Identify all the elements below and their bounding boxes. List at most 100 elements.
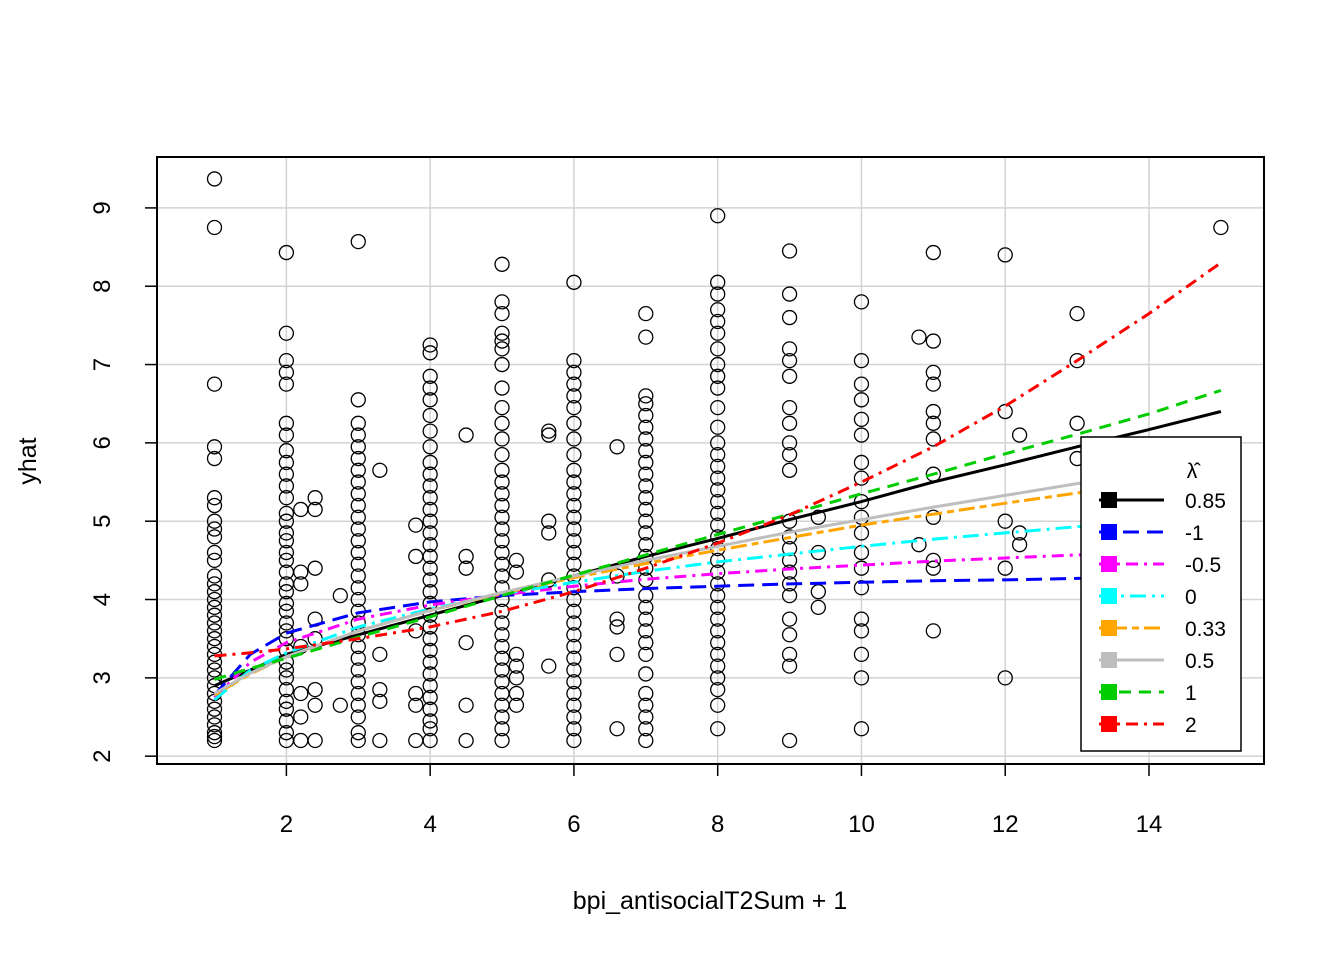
- data-point: [422, 525, 438, 541]
- data-point: [710, 721, 726, 737]
- data-point: [710, 482, 726, 498]
- data-point: [422, 423, 438, 439]
- legend-swatch--0.5: [1101, 556, 1117, 572]
- data-point: [853, 376, 870, 392]
- data-point: [206, 623, 223, 639]
- data-point: [350, 697, 366, 713]
- data-point: [278, 603, 295, 619]
- data-point: [350, 439, 366, 455]
- data-point: [710, 302, 726, 318]
- data-point: [566, 431, 582, 447]
- data-point: [206, 439, 223, 455]
- plot-frame: [156, 156, 1265, 765]
- data-point: [925, 364, 941, 381]
- data-point: [206, 544, 223, 561]
- data-point: [350, 650, 366, 666]
- data-point: [494, 709, 510, 725]
- legend-label: 0.85: [1185, 490, 1226, 513]
- data-point: [350, 450, 366, 467]
- data-point: [458, 634, 474, 651]
- data-point: [638, 454, 654, 471]
- data-point: [494, 662, 510, 678]
- legend-label: 2: [1185, 714, 1197, 737]
- data-point: [710, 313, 726, 330]
- y-tick-label: 2: [89, 749, 116, 762]
- data-point: [293, 501, 309, 518]
- data-point: [278, 544, 295, 561]
- y-tick-label: 9: [89, 201, 116, 214]
- data-point: [206, 576, 223, 592]
- data-point: [853, 646, 870, 662]
- y-tick-label: 7: [89, 358, 116, 371]
- data-point: [422, 572, 438, 588]
- data-point: [332, 697, 348, 713]
- legend-label: 0.33: [1185, 618, 1226, 641]
- data-point: [781, 564, 798, 580]
- data-point: [609, 619, 625, 635]
- data-point: [566, 603, 582, 619]
- data-point: [422, 678, 438, 694]
- data-point: [350, 521, 366, 537]
- data-point: [781, 732, 798, 749]
- data-point: [206, 497, 223, 514]
- data-point: [206, 219, 223, 236]
- data-point: [206, 631, 223, 647]
- data-point: [853, 721, 870, 737]
- series-line-0: [213, 514, 1222, 701]
- data-point: [278, 415, 295, 431]
- legend-label: -1: [1185, 522, 1204, 545]
- data-point: [710, 274, 726, 290]
- data-point: [278, 364, 295, 381]
- data-point: [1069, 352, 1085, 369]
- data-point: [206, 701, 223, 717]
- data-point: [566, 685, 582, 702]
- data-point: [278, 713, 295, 729]
- data-point: [494, 333, 510, 349]
- data-point: [350, 556, 366, 572]
- data-point: [638, 443, 654, 459]
- data-point: [911, 537, 927, 553]
- data-point: [350, 509, 366, 525]
- data-point: [494, 325, 510, 341]
- data-point: [853, 427, 870, 443]
- data-point: [781, 462, 798, 478]
- data-point: [206, 490, 223, 506]
- data-point: [408, 685, 424, 702]
- legend-swatch-2: [1101, 716, 1117, 732]
- data-point: [638, 419, 654, 435]
- data-point: [1069, 415, 1085, 431]
- fitted-lines: [213, 261, 1222, 701]
- data-point: [566, 650, 582, 666]
- y-tick-label: 4: [89, 593, 116, 606]
- data-point: [278, 595, 295, 612]
- data-point: [422, 713, 438, 729]
- data-point: [206, 709, 223, 725]
- data-point: [541, 525, 557, 541]
- data-point: [408, 517, 424, 533]
- data-point: [350, 474, 366, 490]
- data-point: [422, 513, 438, 529]
- data-point: [566, 497, 582, 514]
- data-point: [332, 587, 348, 604]
- data-point: [422, 380, 438, 396]
- data-point: [911, 329, 927, 345]
- data-point: [307, 681, 323, 698]
- data-point: [206, 732, 223, 749]
- axes: 2 4 6 8 10 12 14 2 3 4 5 6 7 8 9: [89, 201, 1162, 838]
- data-point: [372, 462, 388, 478]
- data-point: [710, 517, 726, 533]
- data-point: [566, 556, 582, 572]
- data-point: [541, 513, 557, 529]
- data-point: [710, 341, 726, 357]
- data-point: [206, 552, 223, 569]
- data-point: [508, 564, 525, 580]
- data-point: [638, 721, 654, 737]
- y-tick-label: 6: [89, 436, 116, 449]
- data-point: [278, 376, 295, 392]
- data-point: [422, 619, 438, 635]
- data-point: [781, 646, 798, 662]
- data-point: [206, 513, 223, 529]
- data-point: [458, 427, 474, 443]
- data-point: [350, 685, 366, 702]
- data-point: [566, 580, 582, 596]
